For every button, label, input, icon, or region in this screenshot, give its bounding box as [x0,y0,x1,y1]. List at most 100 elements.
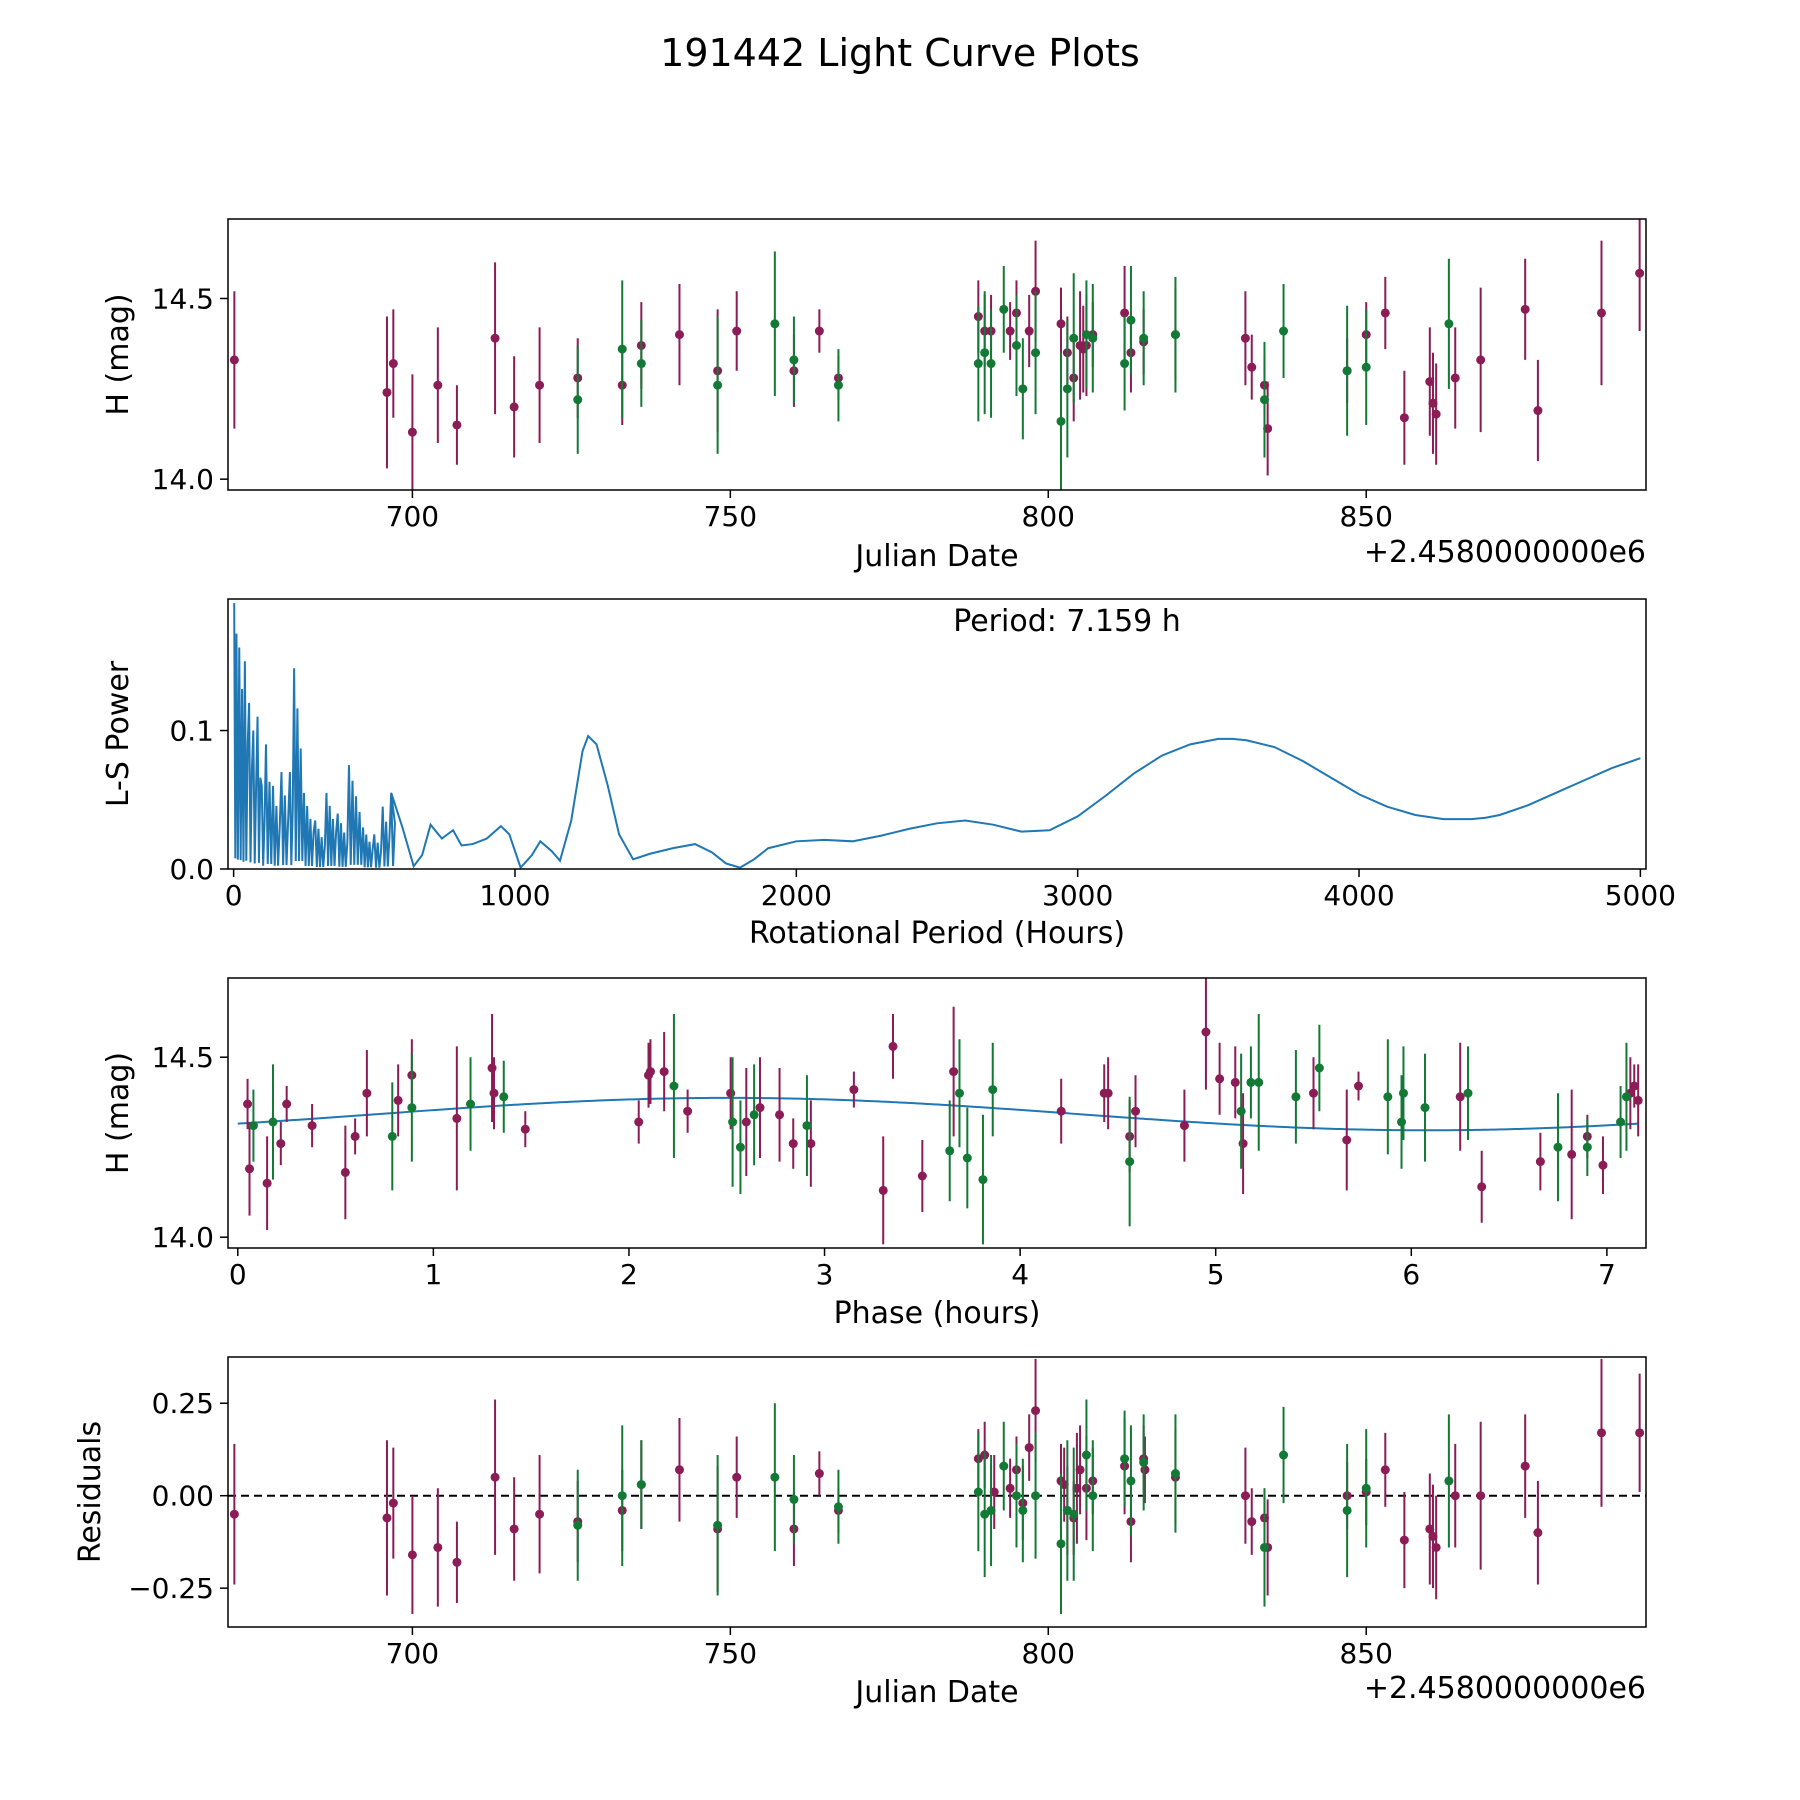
y-axis-label: L-S Power [101,660,136,807]
data-point [1596,1428,1606,1438]
data-point [229,355,239,365]
data-point [669,1081,679,1091]
period-annotation: Period: 7.159 h [953,604,1181,639]
y-axis-label: Residuals [73,1421,108,1563]
data-point [407,427,417,437]
axes-frame [227,977,1647,1249]
data-point [986,1505,996,1515]
data-point [1005,326,1015,336]
data-point [1075,1465,1085,1475]
data-point [490,1472,500,1482]
figure-title: 191442 Light Curve Plots [660,31,1140,75]
y-tick-label: 0.0 [169,853,214,886]
x-tick-label: 700 [386,500,439,533]
data-point [433,1542,443,1552]
data-point [243,1099,253,1109]
data-point [849,1085,859,1095]
data-point [573,1520,583,1530]
data-point [1520,1461,1530,1471]
y-tick-label: 14.0 [152,463,214,496]
chart-phase_fold: 0 1 2 3 4 5 6 7 14.0 14.5 Phase (hours) H (mag) [101,977,1647,1331]
data-point [1309,1088,1319,1098]
data-point [1533,1528,1543,1538]
data-point [350,1131,360,1141]
data-point [1535,1157,1545,1167]
y-tick-label: −0.25 [128,1572,214,1605]
data-point [1291,1092,1301,1102]
data-point [878,1185,888,1195]
data-point [1361,1483,1371,1493]
x-tick-label: 700 [386,1637,439,1670]
data-point [433,380,443,390]
data-point [573,395,583,405]
x-tick-label: 7 [1598,1258,1616,1291]
data-point [1018,1505,1028,1515]
data-point [1120,1454,1130,1464]
data-point [1463,1088,1473,1098]
data-point [1236,1106,1246,1116]
data-point [988,1085,998,1095]
data-point [229,1509,239,1519]
data-point [1380,308,1390,318]
chart-periodogram: 0 1000 2000 3000 4000 5000 0.0 0.1 Rotational Pe… [101,598,1676,951]
x-tick-label: 4000 [1323,879,1394,912]
data-point [1018,384,1028,394]
y-axis-label: H (mag) [101,293,136,415]
data-point [362,1088,372,1098]
x-tick-label: 4 [1011,1258,1029,1291]
x-tick-label: 0 [225,879,243,912]
data-point [636,1480,646,1490]
data-point [788,1139,798,1149]
data-point [980,348,990,358]
data-point [1450,1491,1460,1501]
data-point [1024,1443,1034,1453]
x-tick-label: 2 [620,1258,638,1291]
data-point [407,1103,417,1113]
data-point [1126,315,1136,325]
data-point [499,1092,509,1102]
data-point [713,1520,723,1530]
data-point [1259,395,1269,405]
x-tick-label: 1 [424,1258,442,1291]
data-point [986,359,996,369]
data-point [1126,1476,1136,1486]
data-point [802,1121,812,1131]
data-point [1031,348,1041,358]
data-point [388,1498,398,1508]
data-point [248,1121,258,1131]
x-tick-label: 3000 [1042,879,1113,912]
data-point [340,1167,350,1177]
data-point [917,1171,927,1181]
data-point [1062,384,1072,394]
data-point [741,1117,751,1127]
x-tick-label: 800 [1022,500,1075,533]
data-point [452,1557,462,1567]
data-point [1399,1535,1409,1545]
y-tick-label: 14.5 [152,1041,214,1074]
x-tick-label: 5000 [1605,879,1676,912]
data-point [1081,1450,1091,1460]
data-point [1215,1074,1225,1084]
y-tick-label: 0.25 [152,1387,214,1420]
data-point [282,1099,292,1109]
data-point [1314,1063,1324,1073]
data-point [1361,362,1371,372]
data-point [1431,409,1441,419]
data-point [245,1164,255,1174]
data-point [1005,1483,1015,1493]
data-point [789,355,799,365]
data-point [535,1509,545,1519]
data-point [1533,406,1543,416]
data-point [520,1124,530,1134]
data-point [732,326,742,336]
data-point [683,1106,693,1116]
data-point [1056,416,1066,426]
data-point [1450,373,1460,383]
x-tick-label: 3 [816,1258,834,1291]
data-point [487,1063,497,1073]
data-point [1629,1081,1639,1091]
x-tick-label: 5 [1207,1258,1225,1291]
data-point [382,1513,392,1523]
data-point [307,1121,317,1131]
